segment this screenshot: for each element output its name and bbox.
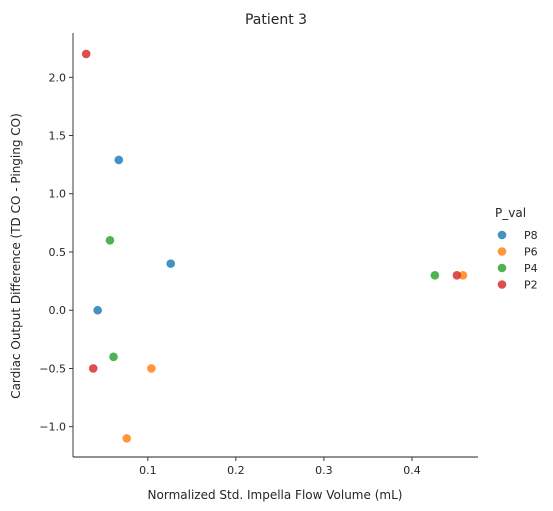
plot-area <box>81 49 468 443</box>
y-axis-label: Cardiac Output Difference (TD CO - Pingi… <box>9 113 23 399</box>
series-p4 <box>105 236 440 362</box>
legend-marker-p4 <box>497 263 507 273</box>
point-p4 <box>109 352 118 362</box>
point-p8 <box>114 155 124 165</box>
y-tick-label: 2.0 <box>49 71 67 84</box>
y-axis: −1.0 −0.5 0.0 0.5 1.0 1.5 2.0 <box>39 33 74 457</box>
legend-marker-p6 <box>497 247 507 256</box>
y-tick-label: 0.0 <box>49 304 67 317</box>
x-axis-label: Normalized Std. Impella Flow Volume (mL) <box>148 488 403 502</box>
point-p2 <box>88 364 98 373</box>
point-p6 <box>458 270 468 280</box>
y-tick-label: 1.5 <box>49 130 67 143</box>
series-p2 <box>81 49 462 373</box>
point-p8 <box>166 259 176 268</box>
point-p6 <box>122 434 132 443</box>
legend-label-p2: P2 <box>524 279 538 292</box>
legend-item-p4: P4 <box>497 262 538 275</box>
chart-title: Patient 3 <box>245 12 307 28</box>
legend-item-p2: P2 <box>497 279 538 292</box>
series-p8 <box>93 155 176 315</box>
legend: P_val P8 P6 P4 P2 <box>495 206 538 292</box>
x-tick-label: 0.4 <box>403 464 421 477</box>
x-tick-label: 0.3 <box>315 464 333 477</box>
x-tick-label: 0.1 <box>139 464 157 477</box>
point-p2 <box>81 49 91 59</box>
legend-label-p6: P6 <box>524 246 538 259</box>
point-p2 <box>452 270 462 280</box>
y-tick-label: 1.0 <box>49 188 67 201</box>
legend-label-p8: P8 <box>524 229 538 242</box>
legend-marker-p8 <box>497 230 507 240</box>
y-tick-label: −1.0 <box>39 421 66 434</box>
x-tick-label: 0.2 <box>227 464 245 477</box>
y-tick-label: 0.5 <box>49 246 67 259</box>
point-p6 <box>147 364 156 373</box>
series-p6 <box>122 270 468 443</box>
point-p4 <box>105 236 115 245</box>
point-p8 <box>93 305 102 315</box>
legend-label-p4: P4 <box>524 262 538 275</box>
legend-title: P_val <box>495 206 526 220</box>
point-p4 <box>430 270 440 280</box>
legend-marker-p2 <box>497 280 507 289</box>
legend-item-p8: P8 <box>497 229 538 242</box>
y-tick-label: −0.5 <box>39 362 66 375</box>
legend-item-p6: P6 <box>497 246 538 259</box>
x-axis: 0.1 0.2 0.3 0.4 <box>73 456 478 477</box>
